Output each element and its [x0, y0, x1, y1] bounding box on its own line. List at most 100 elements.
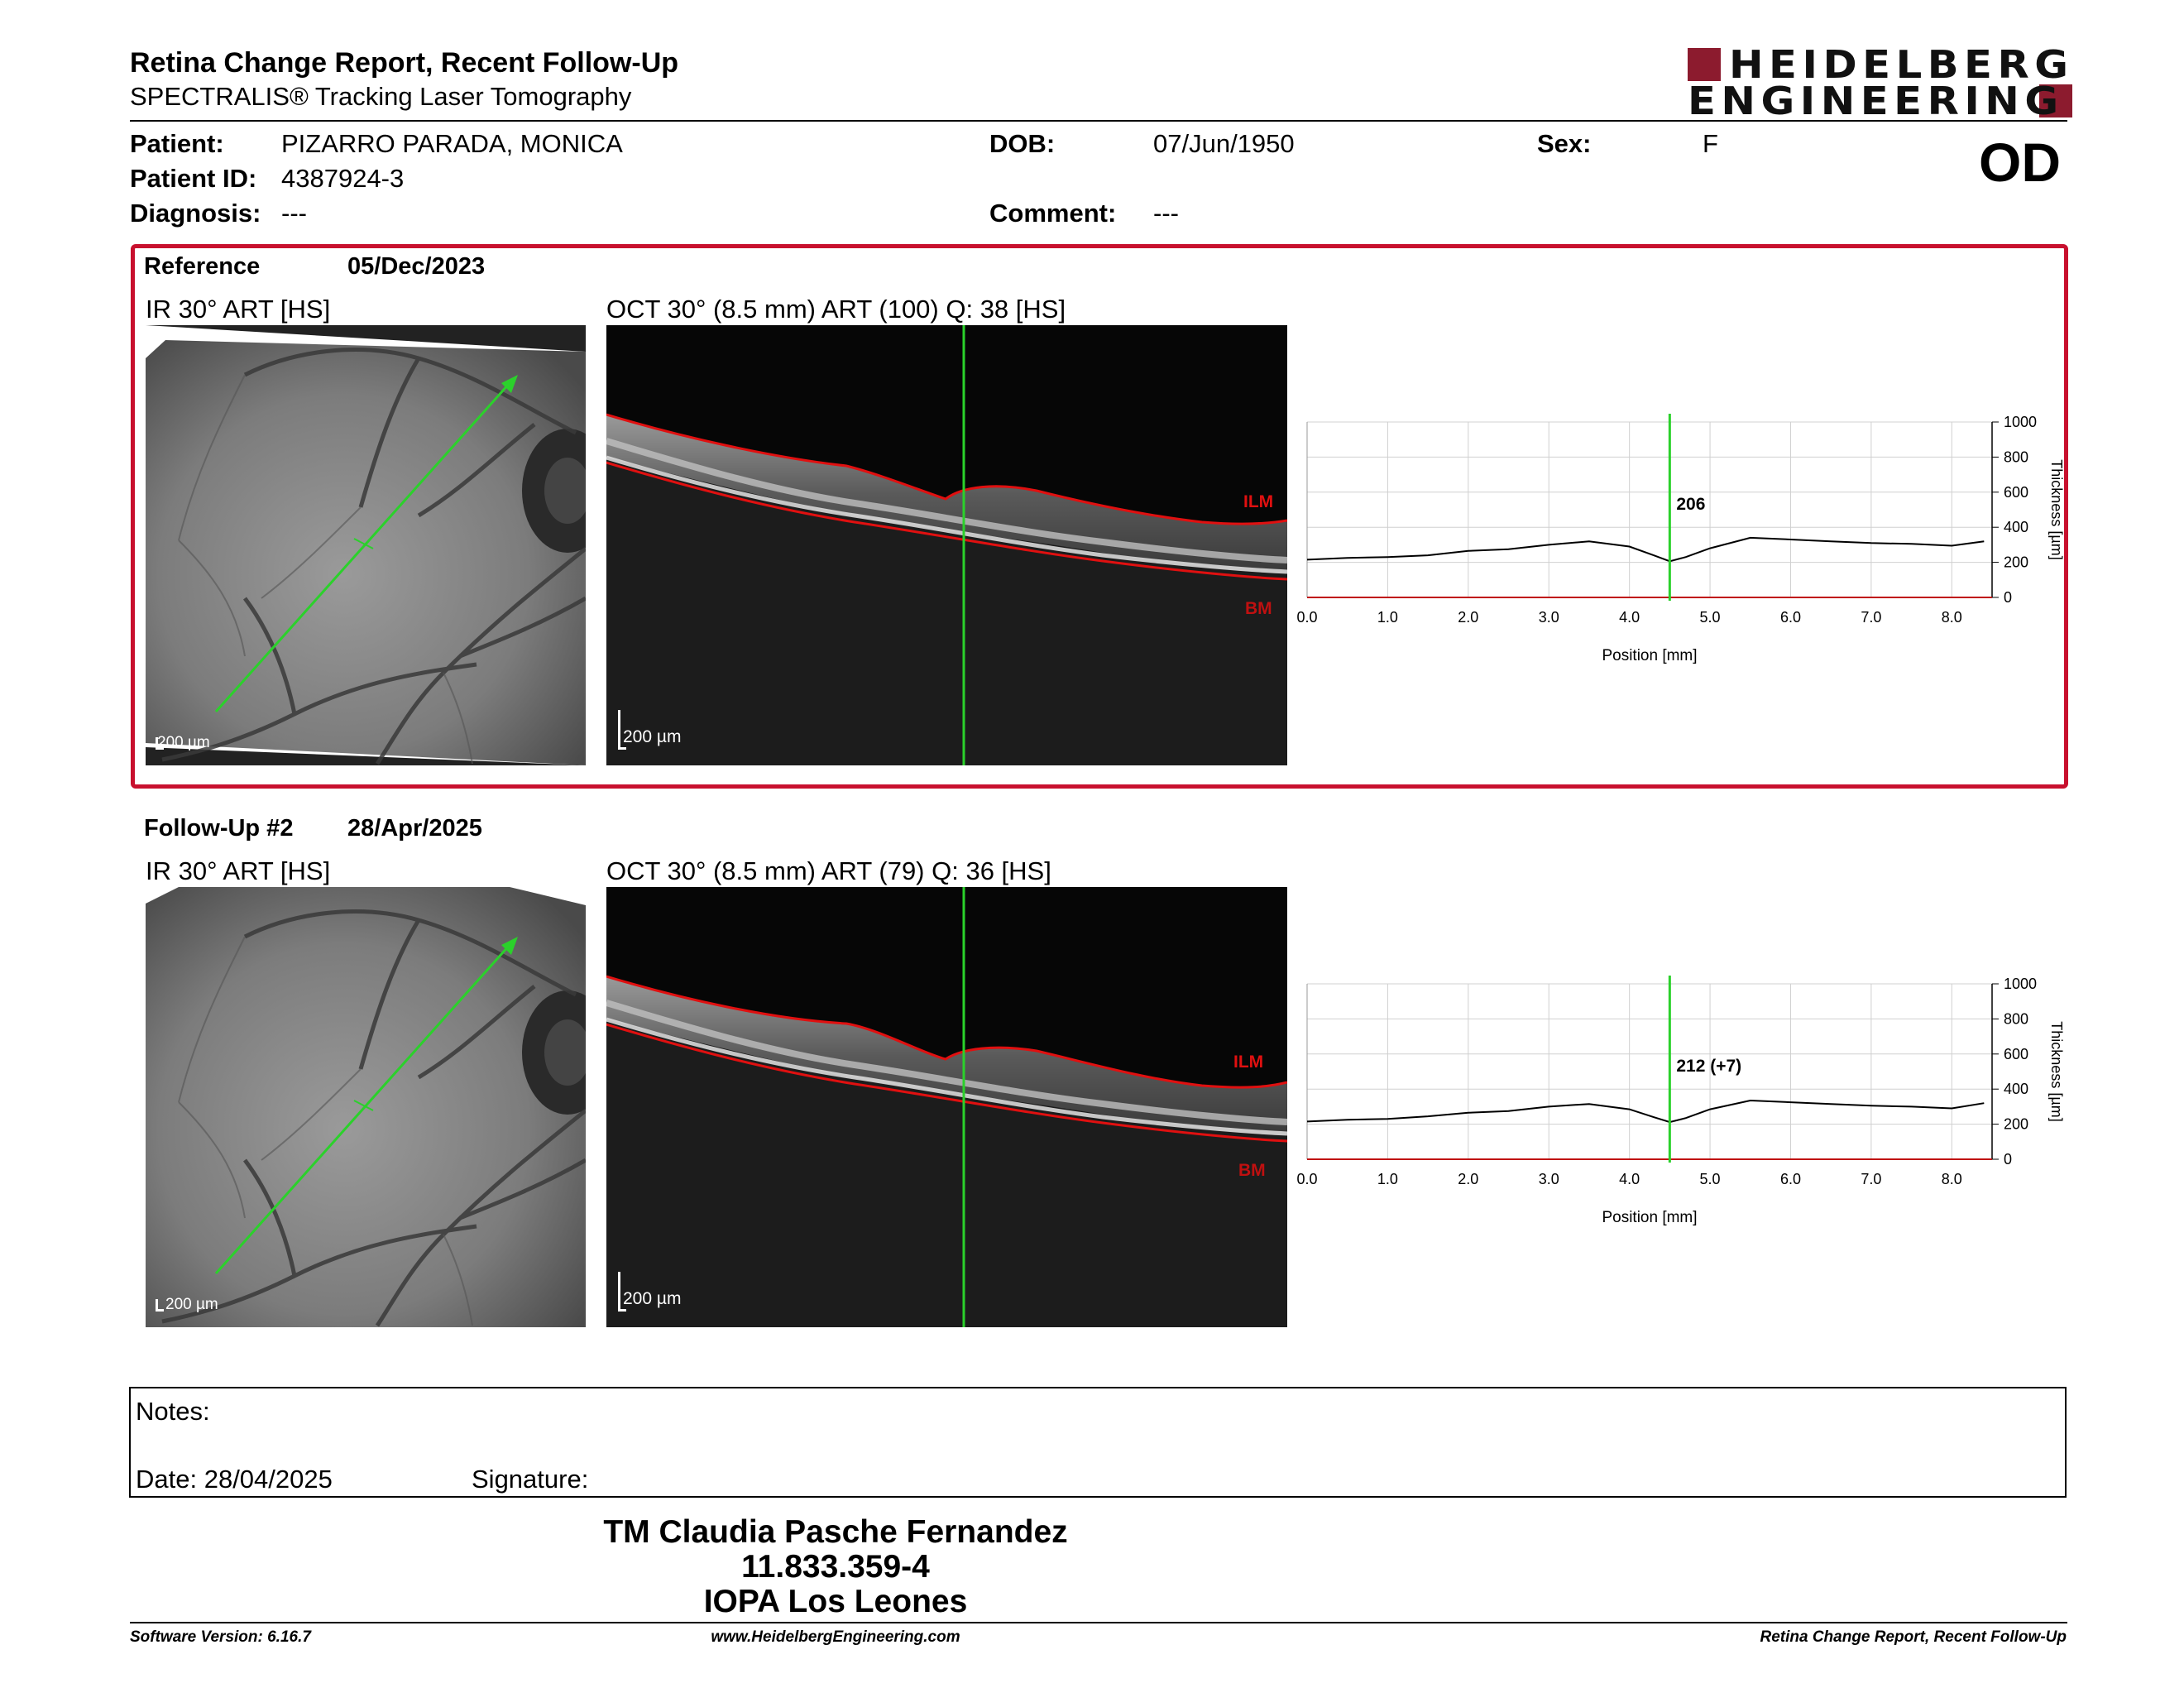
dob-value: 07/Jun/1950	[1153, 129, 1295, 158]
x-tick-label: 1.0	[1377, 1171, 1398, 1187]
dob-label: DOB:	[989, 129, 1056, 158]
signature-label: Signature:	[472, 1465, 589, 1494]
reference-thickness-chart: 0.0 1.0 2.0 3.0 4.0 5.0 6.0 7.0 8.0 0 200 400 600 800…	[1296, 414, 2065, 664]
sex-label: Sex:	[1537, 129, 1592, 158]
y-tick-label: 600	[2004, 484, 2028, 501]
y-tick-label: 0	[2004, 1151, 2012, 1168]
y-tick-label: 200	[2004, 1116, 2028, 1133]
reference-ilm-label: ILM	[1243, 492, 1274, 511]
followup-ir-title: IR 30° ART [HS]	[146, 856, 331, 885]
y-tick-label: 0	[2004, 589, 2012, 606]
comment-value: ---	[1153, 199, 1179, 228]
logo-text-top: HEIDELBERG	[1729, 42, 2074, 87]
x-tick-label: 4.0	[1619, 609, 1640, 626]
notes-label: Notes:	[136, 1397, 210, 1426]
patient-name: PIZARRO PARADA, MONICA	[281, 129, 623, 158]
scale-bar-icon	[618, 747, 626, 750]
x-tick-label: 5.0	[1700, 1171, 1721, 1187]
x-tick-label: 7.0	[1861, 1171, 1881, 1187]
y-tick-label: 1000	[2004, 976, 2037, 992]
clinician-name: TM Claudia Pasche Fernandez	[603, 1514, 1068, 1550]
x-tick-label: 6.0	[1780, 609, 1801, 626]
oct-svg	[606, 325, 1287, 765]
followup-oct-scale: 200 µm	[623, 1289, 682, 1308]
followup-bm-label: BM	[1238, 1161, 1266, 1180]
notes-box	[129, 1387, 2067, 1498]
x-tick-label: 2.0	[1458, 609, 1478, 626]
website-link[interactable]: www.HeidelbergEngineering.com	[711, 1628, 960, 1646]
reference-oct-image: ILM BM 200 µm	[606, 325, 1287, 765]
logo-text-bottom: ENGINEERING	[1688, 79, 2064, 123]
followup-thickness-chart: 0.0 1.0 2.0 3.0 4.0 5.0 6.0 7.0 8.0 0 200 400 600 800…	[1296, 976, 2065, 1226]
logo-square-icon	[2038, 84, 2072, 117]
y-tick-label: 800	[2004, 1010, 2028, 1027]
x-axis-label: Position [mm]	[1602, 647, 1697, 664]
x-tick-label: 1.0	[1377, 609, 1398, 626]
reference-oct-title: OCT 30° (8.5 mm) ART (100) Q: 38 [HS]	[606, 295, 1066, 324]
reference-date: 05/Dec/2023	[347, 253, 486, 280]
fundus-svg	[146, 325, 586, 765]
patient-id-label: Patient ID:	[130, 164, 257, 193]
report-subtitle: SPECTRALIS® Tracking Laser Tomography	[130, 82, 632, 111]
fundus-svg	[146, 887, 586, 1327]
scale-bar-icon	[156, 747, 164, 750]
followup-date: 28/Apr/2025	[347, 815, 482, 842]
x-tick-label: 5.0	[1700, 609, 1721, 626]
reference-label: Reference	[144, 253, 261, 280]
scale-bar-icon	[618, 1272, 620, 1312]
heidelberg-logo-line2: ENGINEERING	[1688, 79, 2072, 123]
sex-value: F	[1703, 129, 1718, 158]
x-tick-label: 4.0	[1619, 1171, 1640, 1187]
reference-ir-title: IR 30° ART [HS]	[146, 295, 331, 324]
reference-ir-scale: 200 µm	[157, 734, 210, 751]
diagnosis-value: ---	[281, 199, 307, 228]
report-title: Retina Change Report, Recent Follow-Up	[130, 47, 679, 79]
heidelberg-logo-line1: HEIDELBERG	[1688, 46, 2068, 84]
y-axis-label: Thickness [µm]	[2048, 1021, 2065, 1121]
y-tick-label: 600	[2004, 1046, 2028, 1062]
followup-ir-image: 200 µm	[146, 887, 586, 1327]
notes-date: Date: 28/04/2025	[136, 1465, 333, 1494]
eye-indicator: OD	[1979, 132, 2061, 193]
oct-svg	[606, 887, 1287, 1327]
scale-bar-icon	[618, 710, 620, 750]
x-tick-label: 0.0	[1296, 1171, 1317, 1187]
followup-label: Follow-Up #2	[144, 815, 294, 842]
x-tick-label: 8.0	[1942, 609, 1962, 626]
scale-bar-icon	[156, 1299, 158, 1311]
comment-label: Comment:	[989, 199, 1117, 228]
x-tick-label: 8.0	[1942, 1171, 1962, 1187]
x-tick-label: 3.0	[1539, 1171, 1559, 1187]
y-tick-label: 400	[2004, 519, 2028, 535]
scale-bar-icon	[156, 737, 158, 749]
x-tick-label: 2.0	[1458, 1171, 1478, 1187]
marker-value: 212 (+7)	[1676, 1057, 1741, 1076]
x-axis-label: Position [mm]	[1602, 1209, 1697, 1226]
x-tick-label: 7.0	[1861, 609, 1881, 626]
logo-square-icon	[1688, 48, 1721, 81]
x-tick-label: 6.0	[1780, 1171, 1801, 1187]
followup-oct-image: ILM BM 200 µm	[606, 887, 1287, 1327]
reference-ir-image: 200 µm	[146, 325, 586, 765]
clinic-name: IOPA Los Leones	[703, 1584, 968, 1619]
patient-label: Patient:	[130, 129, 224, 158]
patient-id: 4387924-3	[281, 164, 405, 193]
marker-value: 206	[1676, 495, 1705, 514]
thickness-line	[1306, 1099, 1985, 1124]
footer-report-name: Retina Change Report, Recent Follow-Up	[1760, 1628, 2067, 1646]
y-tick-label: 200	[2004, 554, 2028, 571]
reference-frame	[131, 244, 2068, 789]
footer-divider	[130, 1622, 2067, 1623]
y-tick-label: 400	[2004, 1081, 2028, 1097]
thickness-line	[1306, 536, 1985, 563]
followup-ir-scale: 200 µm	[165, 1296, 218, 1313]
x-tick-label: 0.0	[1296, 609, 1317, 626]
y-tick-label: 1000	[2004, 414, 2037, 430]
header-divider	[130, 120, 2067, 122]
followup-oct-title: OCT 30° (8.5 mm) ART (79) Q: 36 [HS]	[606, 856, 1051, 885]
reference-oct-scale: 200 µm	[623, 727, 682, 746]
y-tick-label: 800	[2004, 448, 2028, 465]
x-tick-label: 3.0	[1539, 609, 1559, 626]
diagnosis-label: Diagnosis:	[130, 199, 261, 228]
reference-bm-label: BM	[1245, 599, 1272, 618]
